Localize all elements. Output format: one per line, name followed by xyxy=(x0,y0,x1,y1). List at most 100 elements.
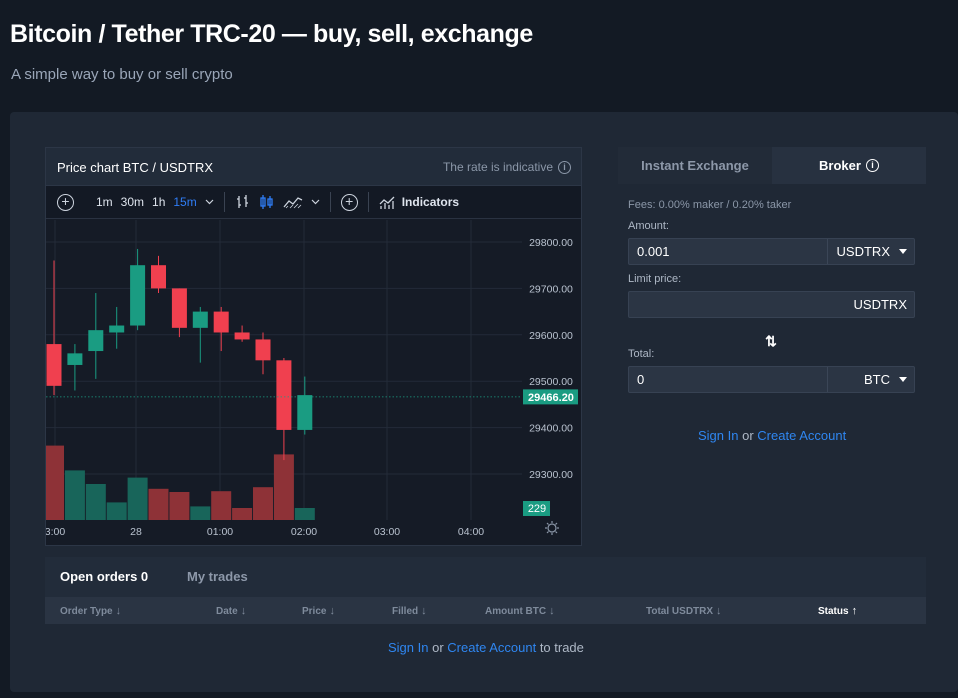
total-currency-select[interactable]: BTC xyxy=(827,367,914,392)
chart-header: Price chart BTC / USDTRX The rate is ind… xyxy=(46,148,581,186)
limit-price-field: USDTRX xyxy=(628,291,915,318)
interval-15m-button[interactable]: 15m xyxy=(173,195,197,209)
volume-bar xyxy=(190,506,211,520)
caret-down-icon xyxy=(899,377,907,382)
column-total-usdtrx[interactable]: Total USDTRX ↓ xyxy=(646,605,722,617)
sign-in-link[interactable]: Sign In xyxy=(698,428,739,443)
style-dropdown-button[interactable] xyxy=(307,191,324,213)
amount-field: USDTRX xyxy=(628,238,915,265)
chart-title: Price chart BTC / USDTRX xyxy=(57,160,214,175)
price-tick-label: 29400.00 xyxy=(529,423,573,435)
volume-bar xyxy=(127,477,148,520)
candles xyxy=(46,248,313,461)
candle-body xyxy=(109,325,125,333)
interval-dropdown-button[interactable] xyxy=(201,191,218,213)
column-status[interactable]: Status ↑ xyxy=(818,605,857,617)
sign-in-link[interactable]: Sign In xyxy=(388,640,429,655)
volume-bars xyxy=(46,445,315,520)
plus-circle-icon: + xyxy=(340,193,358,211)
volume-bar xyxy=(106,502,127,520)
amount-input[interactable] xyxy=(629,239,827,264)
price-tick-label: 29300.00 xyxy=(529,469,573,481)
exchange-tabs: Instant Exchange Broker i xyxy=(618,147,926,184)
column-label: Status xyxy=(818,605,849,617)
settings-gear-icon[interactable] xyxy=(545,521,559,535)
volume-bar xyxy=(294,508,315,520)
limit-price-label: Limit price: xyxy=(628,273,682,285)
volume-label: 229 xyxy=(528,503,546,515)
indicators-button[interactable]: Indicators xyxy=(375,191,463,213)
column-filled[interactable]: Filled ↓ xyxy=(392,605,427,617)
tab-broker[interactable]: Broker i xyxy=(772,147,926,184)
arrow-down-icon: ↓ xyxy=(115,605,122,617)
limit-price-input[interactable] xyxy=(629,292,827,317)
candle-body xyxy=(67,353,83,365)
candle-body xyxy=(151,265,166,289)
candlestick-chart[interactable]: 29800.00 29700.00 29600.00 29500.00 29400.00… xyxy=(46,220,581,546)
chevron-down-icon xyxy=(205,199,214,205)
column-date[interactable]: Date ↓ xyxy=(216,605,246,617)
arrow-down-icon: ↓ xyxy=(240,605,247,617)
volume-bar xyxy=(211,491,232,520)
compare-button[interactable]: + xyxy=(337,191,362,213)
price-tick-label: 29500.00 xyxy=(529,376,573,388)
arrow-up-icon: ↑ xyxy=(851,605,858,617)
volume-bar xyxy=(85,484,106,520)
tab-instant-exchange[interactable]: Instant Exchange xyxy=(618,147,772,184)
volume-bar xyxy=(64,470,85,520)
amount-currency-select[interactable]: USDTRX xyxy=(827,239,914,264)
price-tick-label: 29700.00 xyxy=(529,283,573,295)
candle-body xyxy=(297,395,313,430)
time-tick-label: 3:00 xyxy=(46,526,65,538)
tab-my-trades[interactable]: My trades xyxy=(187,569,248,584)
candle-body xyxy=(46,344,62,386)
limit-price-currency: USDTRX xyxy=(827,292,914,317)
toolbar-divider xyxy=(367,192,369,212)
create-account-link[interactable]: Create Account xyxy=(447,640,537,655)
chevron-down-icon xyxy=(311,199,320,205)
time-tick-label: 04:00 xyxy=(458,526,484,538)
indicators-icon xyxy=(379,196,395,209)
area-style-button[interactable] xyxy=(279,191,307,213)
orders-tabs: Open orders 0 My trades xyxy=(45,557,926,597)
candle-body xyxy=(88,330,104,352)
plus-circle-icon: + xyxy=(57,193,74,211)
total-field: BTC xyxy=(628,366,915,393)
column-label: Total USDTRX xyxy=(646,605,714,617)
rate-note: The rate is indicative i xyxy=(443,160,571,174)
volume-bar xyxy=(169,492,190,520)
exchange-auth-prompt: Sign In or Create Account xyxy=(698,428,846,443)
interval-1h-button[interactable]: 1h xyxy=(152,195,166,209)
bar-style-button[interactable] xyxy=(231,191,255,213)
volume-bar xyxy=(273,454,294,520)
interval-30m-button[interactable]: 30m xyxy=(120,195,145,209)
add-symbol-button[interactable]: + xyxy=(53,191,78,213)
price-chart-card: Price chart BTC / USDTRX The rate is ind… xyxy=(45,147,582,546)
arrow-down-icon: ↓ xyxy=(329,605,335,617)
toolbar-divider xyxy=(329,192,331,212)
info-icon[interactable]: i xyxy=(558,160,571,174)
arrow-down-icon: ↓ xyxy=(549,605,555,617)
amount-currency-label: USDTRX xyxy=(836,244,890,259)
candle-body xyxy=(234,332,250,340)
info-icon[interactable]: i xyxy=(865,159,879,172)
column-label: Filled xyxy=(392,605,419,617)
create-account-link[interactable]: Create Account xyxy=(757,428,847,443)
column-order-type[interactable]: Order Type ↓ xyxy=(60,605,121,617)
bars-icon xyxy=(236,195,248,208)
candle-style-button[interactable] xyxy=(255,191,279,213)
candle-body xyxy=(213,311,229,333)
time-tick-label: 02:00 xyxy=(291,526,317,538)
column-price[interactable]: Price ↓ xyxy=(302,605,335,617)
time-axis: 3:00 28 01:00 02:00 03:00 04:00 xyxy=(46,526,484,538)
total-input[interactable] xyxy=(629,367,827,392)
page-title: Bitcoin / Tether TRC-20 — buy, sell, exc… xyxy=(10,20,533,48)
price-tick-label: 29600.00 xyxy=(529,330,573,342)
indicators-label: Indicators xyxy=(401,195,460,209)
tab-open-orders[interactable]: Open orders 0 xyxy=(60,569,149,584)
column-amount-btc[interactable]: Amount BTC ↓ xyxy=(485,605,555,617)
or-text: or xyxy=(432,640,444,655)
area-chart-icon xyxy=(283,197,303,209)
swap-icon[interactable]: ⇅ xyxy=(765,333,777,349)
interval-1m-button[interactable]: 1m xyxy=(96,195,113,209)
